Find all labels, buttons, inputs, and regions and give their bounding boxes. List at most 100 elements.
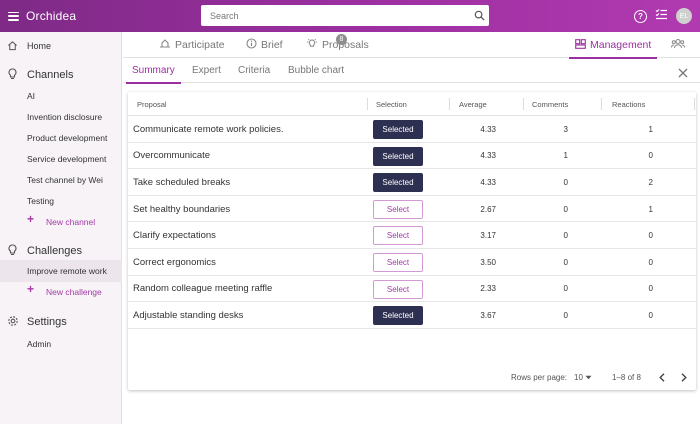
hamburger-icon <box>7 11 19 21</box>
column-header-comments[interactable]: Comments <box>532 99 569 109</box>
sidebar-section-channels: Channels <box>0 67 122 83</box>
column-header-selection[interactable]: Selection <box>376 99 407 109</box>
sub-navigation: Summary Expert Criteria Bubble chart <box>123 58 700 84</box>
reactions-count: 1 <box>648 124 653 134</box>
comments-count: 0 <box>563 204 568 214</box>
sidebar-item-channel[interactable]: Invention disclosure <box>0 109 122 125</box>
app-title: Orchidea <box>26 9 77 23</box>
page-range: 1–8 of 8 <box>612 372 641 382</box>
table-row: Take scheduled breaks Selected 4.33 0 2 <box>128 169 696 196</box>
new-challenge-button[interactable]: + New challenge <box>0 282 122 300</box>
info-icon <box>246 38 257 52</box>
sidebar-item-label: Test channel by Wei <box>27 175 103 185</box>
caret-down-icon <box>585 375 592 379</box>
new-channel-label: New channel <box>46 217 96 227</box>
tab-participate[interactable]: Participate <box>159 32 225 58</box>
average-score: 4.33 <box>480 151 496 161</box>
tab-summary[interactable]: Summary <box>126 58 181 84</box>
new-channel-button[interactable]: + New channel <box>0 212 122 230</box>
sidebar-item-label: Service development <box>27 154 107 164</box>
plus-icon: + <box>27 212 35 226</box>
sidebar-item-channel[interactable]: Product development <box>0 130 122 146</box>
sidebar-item-challenge[interactable]: Improve remote work <box>0 260 122 282</box>
tab-label: Brief <box>261 39 283 51</box>
sidebar-section-title: Channels <box>27 69 74 81</box>
select-button[interactable]: Select <box>373 279 423 299</box>
tab-people[interactable] <box>671 32 685 58</box>
sidebar-item-home[interactable]: Home <box>0 38 122 54</box>
reactions-count: 0 <box>648 284 653 294</box>
tab-criteria[interactable]: Criteria <box>238 65 271 76</box>
table-row: Correct ergonomics Select 3.50 0 0 <box>128 249 696 276</box>
column-header-reactions[interactable]: Reactions <box>612 99 646 109</box>
sidebar-item-channel[interactable]: Service development <box>0 151 122 167</box>
main-content: Participate Brief Proposals 8 Management <box>123 32 700 424</box>
participate-icon <box>159 38 171 52</box>
proposal-name[interactable]: Take scheduled breaks <box>133 176 231 188</box>
comments-count: 0 <box>563 177 568 187</box>
comments-count: 0 <box>563 231 568 241</box>
select-button[interactable]: Select <box>373 253 423 272</box>
average-score: 2.33 <box>480 284 496 294</box>
sidebar-section-settings: Settings <box>0 314 122 330</box>
selected-button[interactable]: Selected <box>373 306 423 326</box>
table-row: Overcommunicate Selected 4.33 1 0 <box>128 143 696 170</box>
column-header-proposal[interactable]: Proposal <box>137 99 167 109</box>
rows-per-page-select[interactable]: 10 <box>574 373 592 382</box>
group-icon <box>671 38 685 52</box>
dashboard-icon <box>575 38 586 52</box>
proposal-name[interactable]: Clarify expectations <box>133 230 216 242</box>
table-row: Adjustable standing desks Selected 3.67 0 0 <box>128 302 696 329</box>
gear-icon <box>7 315 19 330</box>
search-input[interactable] <box>201 5 469 26</box>
chevron-right-icon[interactable] <box>680 373 688 384</box>
proposal-name[interactable]: Correct ergonomics <box>133 256 216 268</box>
selected-button[interactable]: Selected <box>373 120 423 139</box>
tab-brief[interactable]: Brief <box>246 32 283 58</box>
tab-expert[interactable]: Expert <box>192 65 221 76</box>
menu-button[interactable] <box>2 0 24 32</box>
reactions-count: 1 <box>648 204 653 214</box>
sidebar-item-channel[interactable]: Testing <box>0 193 122 209</box>
average-score: 4.33 <box>480 177 496 187</box>
table-row: Clarify expectations Select 3.17 0 0 <box>128 222 696 249</box>
help-icon[interactable]: ? <box>634 9 647 23</box>
average-score: 4.33 <box>480 124 496 134</box>
column-header-average[interactable]: Average <box>459 99 487 109</box>
proposal-name[interactable]: Communicate remote work policies. <box>133 123 284 135</box>
comments-count: 0 <box>563 257 568 267</box>
tab-proposals[interactable]: Proposals <box>306 32 369 58</box>
reactions-count: 0 <box>648 310 653 320</box>
task-list-icon[interactable] <box>655 7 668 25</box>
table-header: Proposal Selection Average Comments Reac… <box>128 92 696 116</box>
sidebar-item-channel[interactable]: Test channel by Wei <box>0 172 122 188</box>
sidebar-item-label: Home <box>27 41 52 51</box>
tab-management[interactable]: Management <box>568 32 658 59</box>
proposal-name[interactable]: Set healthy boundaries <box>133 203 231 215</box>
average-score: 3.50 <box>480 257 496 267</box>
sidebar-section-title: Settings <box>27 316 67 328</box>
select-button[interactable]: Select <box>373 226 423 246</box>
select-button[interactable]: Select <box>373 199 423 219</box>
selected-button[interactable]: Selected <box>373 173 423 193</box>
sidebar-item-label: Testing <box>27 196 54 206</box>
search-icon[interactable] <box>469 5 489 26</box>
search-box <box>201 5 489 26</box>
tab-bubble-chart[interactable]: Bubble chart <box>288 65 345 76</box>
lightbulb-icon <box>306 38 318 52</box>
proposals-count-badge: 8 <box>336 34 347 45</box>
reactions-count: 0 <box>648 231 653 241</box>
proposal-name[interactable]: Adjustable standing desks <box>133 309 244 321</box>
sidebar-item-channel[interactable]: AI <box>0 88 122 104</box>
comments-count: 0 <box>563 284 568 294</box>
close-icon[interactable] <box>678 65 688 78</box>
proposal-name[interactable]: Random colleague meeting raffle <box>133 283 273 295</box>
avatar[interactable]: EL <box>676 8 692 24</box>
sidebar-item-admin[interactable]: Admin <box>0 336 122 352</box>
app-bar: Orchidea ? EL <box>0 0 700 32</box>
chevron-left-icon[interactable] <box>658 373 666 384</box>
proposal-name[interactable]: Overcommunicate <box>133 150 211 162</box>
sidebar-item-label: AI <box>27 91 36 101</box>
comments-count: 3 <box>563 124 568 134</box>
selected-button[interactable]: Selected <box>373 146 423 166</box>
